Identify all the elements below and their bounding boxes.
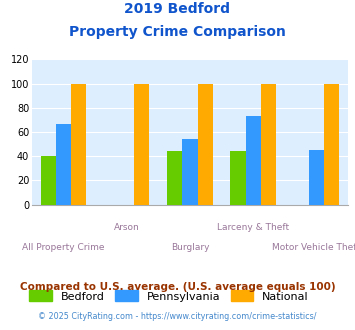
Text: Larceny & Theft: Larceny & Theft (217, 223, 289, 232)
Bar (41, 156, 56, 205)
Text: Compared to U.S. average. (U.S. average equals 100): Compared to U.S. average. (U.S. average … (20, 282, 335, 292)
Bar (197, 83, 213, 205)
Legend: Bedford, Pennsylvania, National: Bedford, Pennsylvania, National (25, 286, 313, 306)
Text: Burglary: Burglary (171, 243, 209, 251)
Bar (230, 151, 246, 205)
Text: All Property Crime: All Property Crime (22, 243, 105, 251)
Bar (167, 151, 182, 205)
Bar (309, 150, 324, 205)
Text: 2019 Bedford: 2019 Bedford (125, 2, 230, 16)
Text: Property Crime Comparison: Property Crime Comparison (69, 25, 286, 39)
Bar (261, 83, 276, 205)
Text: © 2025 CityRating.com - https://www.cityrating.com/crime-statistics/: © 2025 CityRating.com - https://www.city… (38, 312, 317, 321)
Text: Motor Vehicle Theft: Motor Vehicle Theft (272, 243, 355, 251)
Bar (134, 83, 149, 205)
Bar (324, 83, 339, 205)
Bar (246, 116, 261, 205)
Text: Arson: Arson (114, 223, 140, 232)
Bar (182, 139, 197, 205)
Bar (56, 123, 71, 205)
Bar (71, 83, 86, 205)
